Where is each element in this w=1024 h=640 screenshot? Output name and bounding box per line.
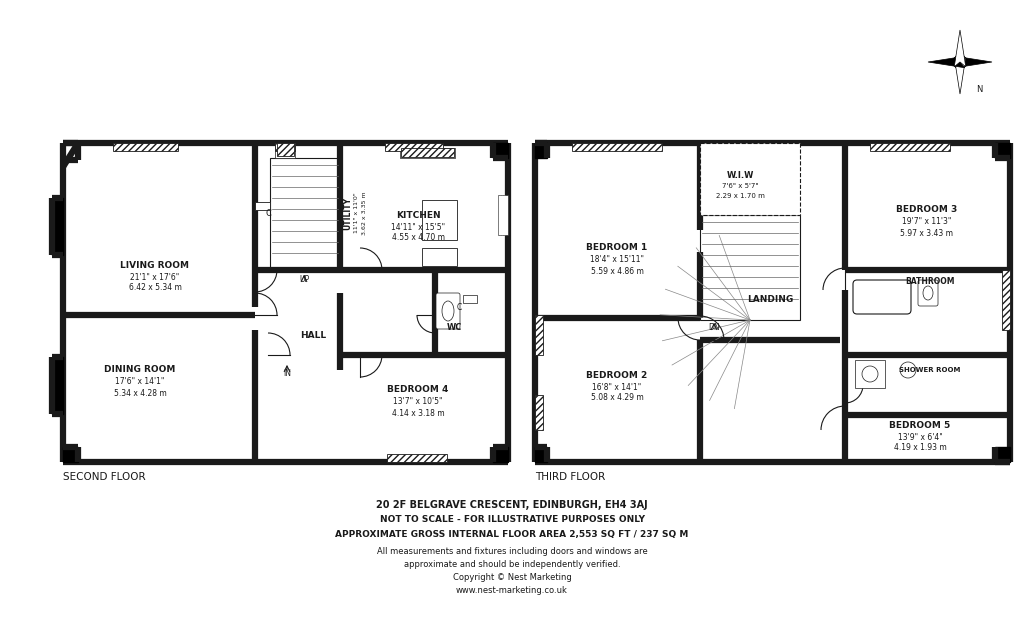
Bar bbox=[52, 357, 63, 414]
Text: UP: UP bbox=[299, 275, 309, 285]
Text: N: N bbox=[976, 84, 982, 93]
Bar bbox=[387, 454, 447, 462]
Text: 16'8" x 14'1": 16'8" x 14'1" bbox=[592, 383, 642, 392]
Text: 2.29 x 1.70 m: 2.29 x 1.70 m bbox=[716, 193, 765, 199]
Bar bbox=[995, 143, 1010, 158]
Text: 18'4" x 15'11": 18'4" x 15'11" bbox=[590, 255, 644, 264]
Text: 6.42 x 5.34 m: 6.42 x 5.34 m bbox=[129, 284, 181, 292]
Text: DINING ROOM: DINING ROOM bbox=[104, 365, 176, 374]
Polygon shape bbox=[954, 30, 966, 67]
Text: SHOWER ROOM: SHOWER ROOM bbox=[899, 367, 961, 373]
Text: 4.55 x 4.70 m: 4.55 x 4.70 m bbox=[391, 234, 444, 243]
Bar bbox=[52, 198, 63, 255]
Text: KITCHEN: KITCHEN bbox=[395, 211, 440, 220]
Bar bbox=[855, 360, 885, 388]
Text: WC: WC bbox=[446, 323, 462, 333]
Text: SECOND FLOOR: SECOND FLOOR bbox=[63, 472, 145, 482]
Text: 5.34 x 4.28 m: 5.34 x 4.28 m bbox=[114, 388, 166, 397]
Text: 3.62 x 3.35 m: 3.62 x 3.35 m bbox=[361, 191, 367, 235]
Text: 5.08 x 4.29 m: 5.08 x 4.29 m bbox=[591, 394, 643, 403]
Bar bbox=[870, 143, 950, 151]
FancyBboxPatch shape bbox=[853, 280, 911, 314]
Bar bbox=[493, 143, 508, 158]
Text: APPROXIMATE GROSS INTERNAL FLOOR AREA 2,553 SQ FT / 237 SQ M: APPROXIMATE GROSS INTERNAL FLOOR AREA 2,… bbox=[335, 530, 689, 539]
Ellipse shape bbox=[900, 362, 916, 378]
Bar bbox=[422, 200, 457, 240]
Text: 13'9" x 6'4": 13'9" x 6'4" bbox=[898, 433, 942, 442]
Text: 7'6" x 5'7": 7'6" x 5'7" bbox=[722, 183, 758, 189]
Text: THIRD FLOOR: THIRD FLOOR bbox=[535, 472, 605, 482]
Text: approximate and should be independently verified.: approximate and should be independently … bbox=[403, 560, 621, 569]
Text: C: C bbox=[265, 209, 271, 218]
Text: BEDROOM 5: BEDROOM 5 bbox=[890, 420, 950, 429]
Text: UTILITY: UTILITY bbox=[343, 196, 352, 230]
Bar bbox=[400, 148, 455, 158]
Text: 17'6" x 14'1": 17'6" x 14'1" bbox=[116, 378, 165, 387]
Text: All measurements and fixtures including doors and windows are: All measurements and fixtures including … bbox=[377, 547, 647, 556]
Bar bbox=[113, 143, 178, 151]
Text: 14'11" x 15'5": 14'11" x 15'5" bbox=[391, 223, 445, 232]
Polygon shape bbox=[928, 56, 965, 68]
Bar bbox=[422, 248, 457, 266]
Bar bbox=[275, 143, 295, 158]
Text: DN: DN bbox=[709, 323, 720, 333]
Polygon shape bbox=[954, 57, 966, 94]
Text: BEDROOM 4: BEDROOM 4 bbox=[387, 385, 449, 394]
Text: 4.14 x 3.18 m: 4.14 x 3.18 m bbox=[392, 408, 444, 417]
Text: LANDING: LANDING bbox=[746, 296, 794, 305]
Bar bbox=[255, 202, 270, 210]
Bar bbox=[275, 143, 295, 151]
Bar bbox=[385, 143, 443, 151]
Text: 20 2F BELGRAVE CRESCENT, EDINBURGH, EH4 3AJ: 20 2F BELGRAVE CRESCENT, EDINBURGH, EH4 … bbox=[376, 500, 648, 510]
Bar bbox=[270, 158, 340, 270]
Text: 21'1" x 17'6": 21'1" x 17'6" bbox=[130, 273, 179, 282]
Bar bbox=[278, 143, 294, 156]
Bar bbox=[700, 215, 800, 320]
FancyBboxPatch shape bbox=[436, 293, 460, 329]
Bar bbox=[493, 447, 508, 462]
Text: Copyright © Nest Marketing: Copyright © Nest Marketing bbox=[453, 573, 571, 582]
Circle shape bbox=[862, 366, 878, 382]
Bar bbox=[995, 447, 1010, 462]
Text: BATHROOM: BATHROOM bbox=[905, 278, 954, 287]
Ellipse shape bbox=[923, 286, 933, 300]
Text: 4.19 x 1.93 m: 4.19 x 1.93 m bbox=[894, 444, 946, 452]
Text: 13'7" x 10'5": 13'7" x 10'5" bbox=[393, 397, 442, 406]
Text: BEDROOM 3: BEDROOM 3 bbox=[896, 205, 957, 214]
FancyBboxPatch shape bbox=[918, 280, 938, 306]
Bar bbox=[535, 143, 547, 158]
Text: 19'7" x 11'3": 19'7" x 11'3" bbox=[902, 218, 951, 227]
Bar bbox=[700, 143, 800, 215]
Text: LIVING ROOM: LIVING ROOM bbox=[121, 260, 189, 269]
Text: www.nest-marketing.co.uk: www.nest-marketing.co.uk bbox=[456, 586, 568, 595]
Text: IN: IN bbox=[283, 369, 291, 378]
Bar bbox=[535, 447, 547, 462]
Bar bbox=[401, 148, 454, 157]
Bar bbox=[63, 447, 78, 462]
Polygon shape bbox=[955, 56, 992, 68]
Bar bbox=[1002, 270, 1010, 330]
Text: 5.97 x 3.43 m: 5.97 x 3.43 m bbox=[900, 228, 953, 237]
Bar bbox=[498, 195, 508, 235]
Bar bbox=[535, 315, 543, 355]
Bar bbox=[572, 143, 662, 151]
Text: NOT TO SCALE - FOR ILLUSTRATIVE PURPOSES ONLY: NOT TO SCALE - FOR ILLUSTRATIVE PURPOSES… bbox=[380, 515, 644, 524]
Ellipse shape bbox=[442, 301, 454, 321]
Bar bbox=[535, 395, 543, 430]
Text: BEDROOM 2: BEDROOM 2 bbox=[587, 371, 647, 380]
Text: BEDROOM 1: BEDROOM 1 bbox=[587, 243, 647, 253]
Text: W.I.W: W.I.W bbox=[726, 170, 754, 179]
Text: HALL: HALL bbox=[300, 330, 326, 339]
Text: C: C bbox=[457, 303, 462, 312]
Bar bbox=[463, 295, 477, 303]
Text: 5.59 x 4.86 m: 5.59 x 4.86 m bbox=[591, 266, 643, 275]
Text: 11'1" x 11'0": 11'1" x 11'0" bbox=[354, 193, 359, 234]
